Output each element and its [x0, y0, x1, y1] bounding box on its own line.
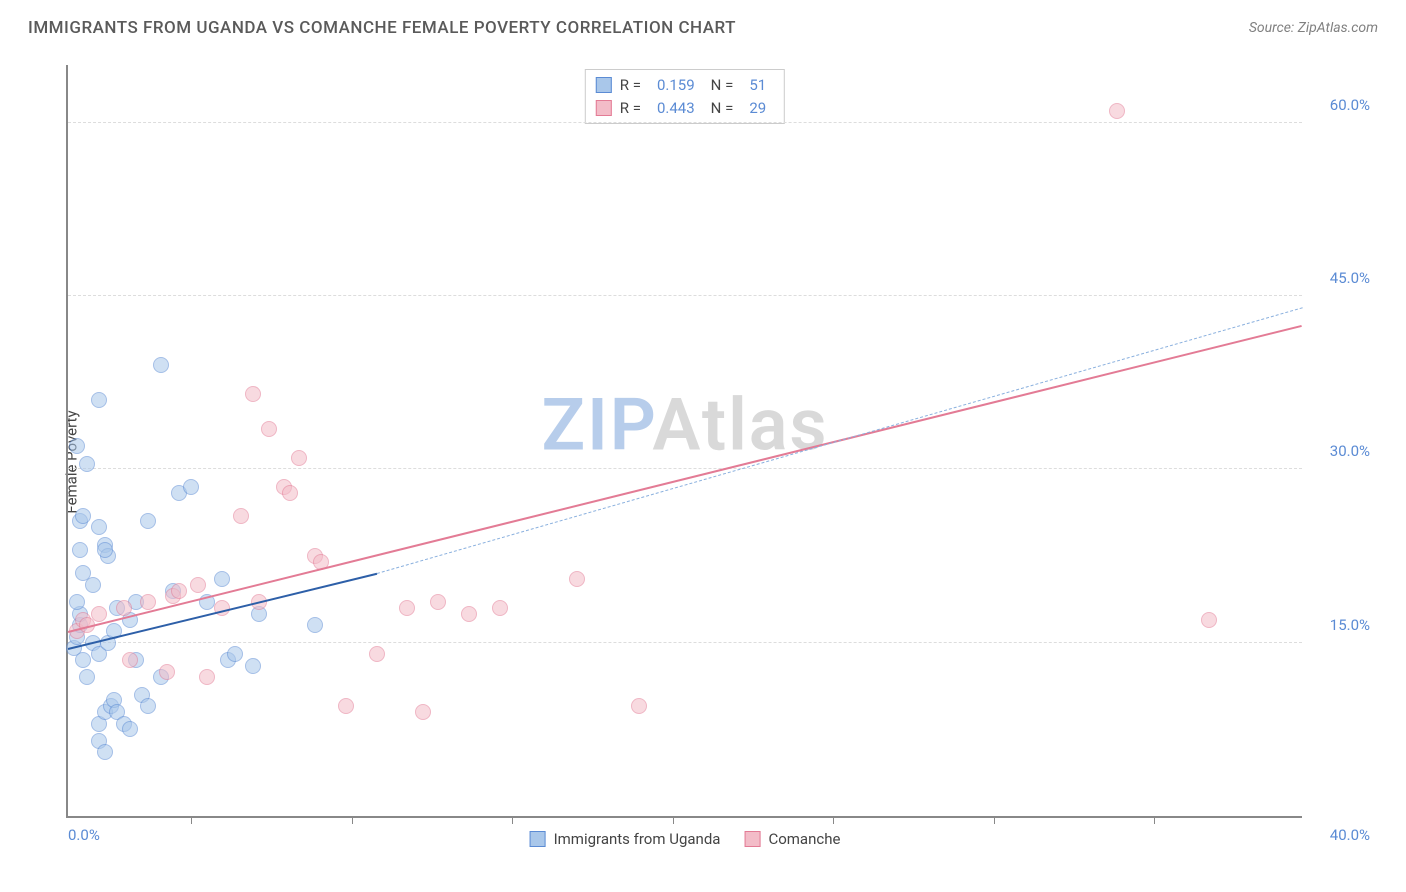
n-value-0: 51 — [749, 74, 766, 97]
data-point — [116, 600, 132, 616]
data-point — [214, 571, 230, 587]
legend-label-0: Immigrants from Uganda — [554, 830, 721, 848]
data-point — [369, 646, 385, 662]
y-tick-label: 30.0% — [1330, 442, 1370, 460]
data-point — [91, 606, 107, 622]
x-tick — [512, 816, 513, 824]
data-point — [569, 571, 585, 587]
data-point — [75, 652, 91, 668]
data-point — [69, 438, 85, 454]
data-point — [69, 594, 85, 610]
data-point — [227, 646, 243, 662]
data-point — [140, 513, 156, 529]
y-tick-label: 60.0% — [1330, 96, 1370, 114]
correlation-legend: R =0.159 N =51 R =0.443 N =29 — [585, 69, 785, 124]
plot-area: ZIPAtlas R =0.159 N =51 R =0.443 N =29 0… — [66, 65, 1302, 818]
data-point — [307, 617, 323, 633]
r-value-1: 0.443 — [657, 97, 695, 120]
series-legend: Immigrants from Uganda Comanche — [530, 830, 841, 848]
data-point — [97, 744, 113, 760]
data-point — [91, 392, 107, 408]
data-point — [245, 386, 261, 402]
x-tick — [191, 816, 192, 824]
data-point — [122, 652, 138, 668]
data-point — [430, 594, 446, 610]
data-point — [338, 698, 354, 714]
y-tick-label: 15.0% — [1330, 616, 1370, 634]
data-point — [159, 664, 175, 680]
data-point — [183, 479, 199, 495]
x-axis-max: 40.0% — [1330, 826, 1370, 844]
x-tick — [994, 816, 995, 824]
data-point — [190, 577, 206, 593]
data-point — [1201, 612, 1217, 628]
data-point — [91, 519, 107, 535]
regression-line — [68, 325, 1302, 633]
x-tick — [673, 816, 674, 824]
chart-title: IMMIGRANTS FROM UGANDA VS COMANCHE FEMAL… — [28, 18, 736, 38]
data-point — [291, 450, 307, 466]
data-point — [85, 577, 101, 593]
data-point — [79, 456, 95, 472]
data-point — [631, 698, 647, 714]
data-point — [261, 421, 277, 437]
data-point — [122, 721, 138, 737]
data-point — [282, 485, 298, 501]
data-point — [140, 698, 156, 714]
data-point — [415, 704, 431, 720]
data-point — [461, 606, 477, 622]
x-tick — [833, 816, 834, 824]
n-value-1: 29 — [749, 97, 766, 120]
data-point — [492, 600, 508, 616]
data-point — [199, 669, 215, 685]
legend-label-1: Comanche — [768, 830, 840, 848]
data-point — [233, 508, 249, 524]
data-point — [399, 600, 415, 616]
gridline — [68, 122, 1302, 123]
data-point — [245, 658, 261, 674]
source-credit: Source: ZipAtlas.com — [1249, 20, 1378, 36]
x-axis-min: 0.0% — [68, 826, 100, 844]
gridline — [68, 295, 1302, 296]
data-point — [75, 508, 91, 524]
x-tick — [352, 816, 353, 824]
data-point — [1109, 103, 1125, 119]
gridline — [68, 642, 1302, 643]
chart-container: Female Poverty ZIPAtlas R =0.159 N =51 R… — [24, 55, 1382, 868]
data-point — [97, 542, 113, 558]
r-value-0: 0.159 — [657, 74, 695, 97]
data-point — [79, 669, 95, 685]
data-point — [153, 357, 169, 373]
data-point — [140, 594, 156, 610]
x-tick — [1154, 816, 1155, 824]
regression-line — [376, 308, 1302, 575]
y-tick-label: 45.0% — [1330, 269, 1370, 287]
data-point — [72, 542, 88, 558]
data-point — [171, 583, 187, 599]
gridline — [68, 468, 1302, 469]
